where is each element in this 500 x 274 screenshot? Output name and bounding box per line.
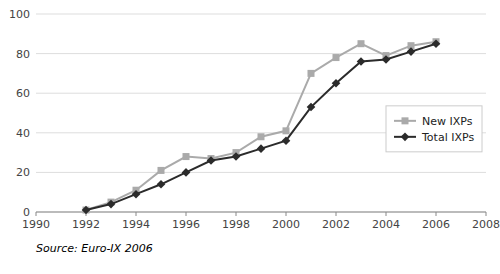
series-marker bbox=[358, 40, 365, 47]
series-line bbox=[86, 44, 436, 210]
series-marker bbox=[183, 153, 190, 160]
series-marker bbox=[82, 206, 91, 215]
series-marker bbox=[157, 180, 166, 189]
legend-marker bbox=[402, 117, 409, 124]
y-tick-label: 80 bbox=[16, 48, 30, 61]
x-tick bbox=[286, 212, 287, 216]
x-axis-line bbox=[36, 212, 486, 213]
legend-label: New IXPs bbox=[422, 115, 473, 128]
x-tick bbox=[386, 212, 387, 216]
series-marker bbox=[258, 133, 265, 140]
series-marker bbox=[132, 190, 141, 199]
x-tick bbox=[336, 212, 337, 216]
y-tick-label: 100 bbox=[9, 8, 30, 21]
chart-container: 0204060801001990199219941996199820002002… bbox=[0, 0, 500, 274]
x-tick bbox=[436, 212, 437, 216]
series-marker bbox=[158, 167, 165, 174]
source-text: Source: Euro-IX 2006 bbox=[36, 242, 153, 255]
legend-label: Total IXPs bbox=[421, 131, 474, 144]
series-marker bbox=[432, 39, 441, 48]
x-tick bbox=[136, 212, 137, 216]
series-marker bbox=[382, 55, 391, 64]
y-tick-label: 40 bbox=[16, 127, 30, 140]
grid-line bbox=[36, 14, 486, 15]
series-marker bbox=[232, 152, 241, 161]
legend-marker bbox=[401, 133, 410, 142]
chart: 0204060801001990199219941996199820002002… bbox=[0, 0, 500, 274]
y-tick-label: 60 bbox=[16, 87, 30, 100]
series-marker bbox=[333, 54, 340, 61]
series-marker bbox=[357, 57, 366, 66]
series-marker bbox=[107, 200, 116, 209]
x-tick-label: 1990 bbox=[22, 218, 50, 231]
series-marker bbox=[407, 47, 416, 56]
x-tick-label: 2004 bbox=[372, 218, 400, 231]
grid-line bbox=[36, 172, 486, 173]
x-tick-label: 1998 bbox=[222, 218, 250, 231]
series-marker bbox=[207, 156, 216, 165]
series-marker bbox=[283, 127, 290, 134]
series-marker bbox=[257, 144, 266, 153]
x-tick-label: 1994 bbox=[122, 218, 150, 231]
x-tick bbox=[186, 212, 187, 216]
legend-box bbox=[386, 106, 482, 152]
legend: New IXPs Total IXPs bbox=[386, 106, 482, 152]
x-tick-label: 2000 bbox=[272, 218, 300, 231]
x-tick-label: 1996 bbox=[172, 218, 200, 231]
series-line bbox=[86, 42, 436, 210]
grid-line bbox=[36, 212, 486, 213]
series-marker bbox=[282, 136, 291, 145]
y-tick-label: 20 bbox=[16, 166, 30, 179]
x-tick bbox=[36, 212, 37, 216]
series-marker bbox=[308, 70, 315, 77]
x-tick-label: 2006 bbox=[422, 218, 450, 231]
grid-line bbox=[36, 53, 486, 54]
x-tick bbox=[236, 212, 237, 216]
series-marker bbox=[83, 207, 90, 214]
x-tick-label: 1992 bbox=[72, 218, 100, 231]
series-marker bbox=[182, 168, 191, 177]
series-marker bbox=[332, 79, 341, 88]
series-marker bbox=[307, 103, 316, 112]
grid-line bbox=[36, 93, 486, 94]
x-tick-label: 2002 bbox=[322, 218, 350, 231]
x-tick-label: 2008 bbox=[472, 218, 500, 231]
x-tick bbox=[486, 212, 487, 216]
